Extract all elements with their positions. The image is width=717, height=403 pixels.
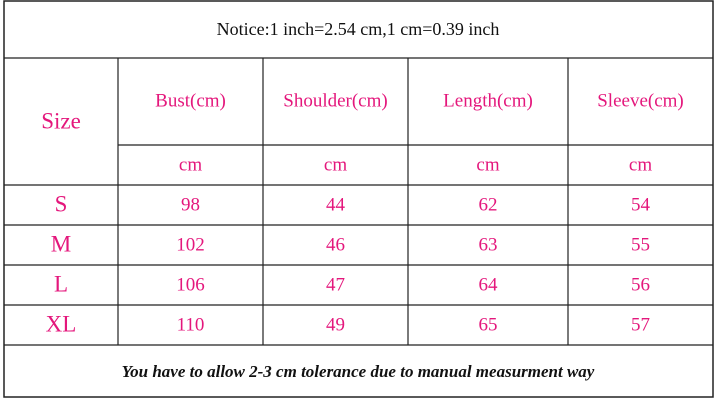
- unit-label: cm: [629, 154, 652, 175]
- cell-value: 106: [176, 274, 205, 295]
- cell-value: 110: [177, 314, 205, 335]
- table-border: [3, 0, 714, 398]
- cell-value: 44: [326, 194, 346, 215]
- cell-value: 46: [326, 234, 345, 255]
- size-header: Size: [41, 108, 81, 133]
- cell-value: 62: [479, 194, 498, 215]
- column-header: Sleeve(cm): [597, 90, 684, 111]
- unit-label: cm: [476, 154, 499, 175]
- size-label: XL: [46, 311, 77, 336]
- column-header: Length(cm): [443, 90, 533, 111]
- notice: Notice:1 inch=2.54 cm,1 cm=0.39 inch: [217, 19, 500, 39]
- footer-note: You have to allow 2-3 cm tolerance due t…: [122, 362, 595, 381]
- unit-label: cm: [179, 154, 202, 175]
- cell-value: 47: [326, 274, 345, 295]
- cell-value: 56: [631, 274, 650, 295]
- size-label: S: [55, 191, 68, 216]
- column-header: Bust(cm): [155, 90, 226, 111]
- grid: [4, 57, 713, 346]
- cell-value: 57: [631, 314, 650, 335]
- cell-value: 63: [479, 234, 498, 255]
- size-label: L: [54, 271, 68, 296]
- cell-value: 102: [176, 234, 205, 255]
- column-header: Shoulder(cm): [283, 90, 387, 111]
- unit-label: cm: [324, 154, 347, 175]
- size-label: M: [51, 231, 71, 256]
- cell-value: 55: [631, 234, 650, 255]
- cell-value: 98: [181, 194, 200, 215]
- cell-value: 65: [479, 314, 498, 335]
- cell-value: 54: [631, 194, 651, 215]
- cell-value: 49: [326, 314, 345, 335]
- cell-value: 64: [479, 274, 499, 295]
